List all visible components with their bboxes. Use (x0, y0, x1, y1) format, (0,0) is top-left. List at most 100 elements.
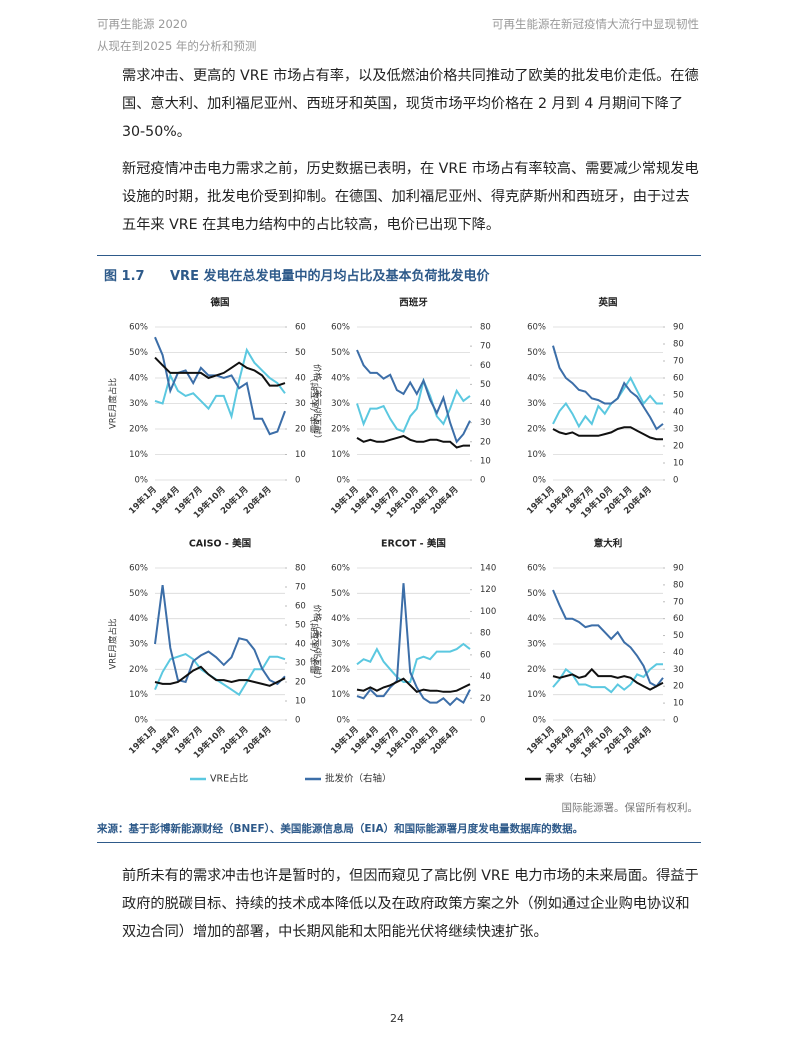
y2-tick-label: 10 (480, 456, 491, 466)
y2-tick-label: 40 (295, 374, 306, 384)
y2-tick-label: 70 (673, 357, 684, 367)
y2-tick-label: 10 (295, 450, 306, 460)
y-tick-label: 60% (129, 323, 148, 333)
y-tick-label: 20% (129, 665, 148, 675)
y-axis-label: VRE月度占比 (108, 618, 119, 669)
y2-tick-label: 50 (295, 348, 306, 358)
y-tick-label: 10% (331, 450, 350, 460)
y2-tick-label: 80 (673, 340, 684, 350)
series-line (154, 356, 286, 387)
paragraph: 新冠疫情冲击电力需求之前，历史数据已表明，在 VRE 市场占有率较高、需要减少常… (122, 161, 699, 233)
y-tick-label: 20% (527, 665, 546, 675)
series-line (356, 677, 471, 693)
y2-tick-label: 0 (673, 716, 678, 726)
header-right: 可再生能源在新冠疫情大流行中显现韧性 (492, 17, 699, 31)
figure-rule (97, 842, 701, 843)
y-tick-label: 50% (331, 348, 350, 358)
y-tick-label: 20% (129, 425, 148, 435)
y2-tick-label: 70 (673, 597, 684, 607)
y-tick-label: 40% (331, 614, 350, 624)
paragraph: 需求冲击、更高的 VRE 市场占有率，以及低燃油价格共同推动了欧美的批发电价走低… (122, 68, 699, 140)
y2-tick-label: 40 (295, 640, 306, 650)
y2-tick-label: 30 (673, 425, 684, 435)
legend-label: 批发价（右轴） (325, 773, 392, 785)
y2-tick-label: 70 (480, 342, 491, 352)
y2-tick-label: 0 (295, 476, 300, 486)
y2-tick-label: 0 (295, 716, 300, 726)
series-line (356, 583, 471, 707)
y2-tick-label: 0 (480, 476, 485, 486)
y-tick-label: 50% (129, 589, 148, 599)
y-tick-label: 30% (129, 399, 148, 409)
series-line (552, 375, 663, 429)
y2-tick-label: 50 (673, 391, 684, 401)
y2-tick-label: 60 (673, 614, 684, 624)
chart-title: 意大利 (594, 538, 623, 550)
y-tick-label: 10% (129, 690, 148, 700)
figure-rule (97, 255, 701, 256)
series-line (154, 584, 286, 686)
y-tick-label: 50% (331, 589, 350, 599)
y2-tick-label: 10 (673, 699, 684, 709)
y2-tick-label: 30 (480, 418, 491, 428)
y-tick-label: 0% (135, 716, 149, 726)
y2-tick-label: 20 (295, 678, 306, 688)
y-tick-label: 40% (129, 614, 148, 624)
y-tick-label: 0% (533, 716, 547, 726)
copyright: 国际能源署。保留所有权利。 (561, 802, 699, 814)
y-axis-label: VRE月度占比 (108, 378, 119, 429)
legend-label: 需求（右轴） (545, 773, 602, 785)
y2-axis-label: 价格（美元/兆瓦时） (312, 364, 323, 443)
y-tick-label: 60% (331, 564, 350, 574)
series-line (154, 347, 286, 420)
y2-tick-label: 0 (480, 716, 485, 726)
chart-title: 英国 (598, 297, 617, 309)
y2-tick-label: 80 (673, 580, 684, 590)
series-line (552, 589, 664, 688)
y2-tick-label: 140 (480, 564, 496, 574)
y-tick-label: 30% (331, 640, 350, 650)
y2-tick-label: 80 (295, 564, 306, 574)
series-line (552, 426, 663, 441)
series-line (154, 336, 286, 436)
y2-tick-label: 10 (673, 459, 684, 469)
y-tick-label: 50% (129, 348, 148, 358)
y2-tick-label: 40 (480, 672, 491, 682)
series-line (356, 434, 470, 449)
y-tick-label: 0% (135, 476, 149, 486)
y-tick-label: 60% (527, 323, 546, 333)
y2-tick-label: 20 (673, 682, 684, 692)
y2-tick-label: 70 (295, 583, 306, 593)
chart-title: 西班牙 (399, 297, 428, 309)
y2-tick-label: 40 (480, 399, 491, 409)
y-tick-label: 60% (331, 323, 350, 333)
y2-tick-label: 0 (673, 476, 678, 486)
y-tick-label: 10% (527, 450, 546, 460)
y-tick-label: 30% (527, 640, 546, 650)
chart-title: CAISO - 美国 (189, 538, 251, 550)
header-subtitle: 从现在到2025 年的分析和预测 (97, 39, 257, 53)
y2-tick-label: 50 (295, 621, 306, 631)
legend-label: VRE占比 (210, 773, 248, 785)
y2-tick-label: 20 (480, 437, 491, 447)
y2-tick-label: 60 (295, 323, 306, 333)
y2-tick-label: 60 (480, 361, 491, 371)
y-tick-label: 40% (129, 374, 148, 384)
y2-tick-label: 40 (673, 408, 684, 418)
series-line (154, 652, 286, 697)
y-tick-label: 20% (527, 425, 546, 435)
y-tick-label: 0% (337, 716, 351, 726)
figure-title: VRE 发电在总发电量中的月均占比及基本负荷批发电价 (170, 269, 490, 284)
figure-source: 来源：基于彭博新能源财经（BNEF）、美国能源信息局（EIA）和国际能源署月度发… (97, 823, 584, 835)
y-axis-label: 需求（太瓦时） (310, 374, 321, 434)
y-tick-label: 40% (527, 614, 546, 624)
y2-tick-label: 120 (480, 585, 496, 595)
series-line (356, 642, 471, 683)
series-line (552, 663, 663, 694)
y-tick-label: 60% (527, 564, 546, 574)
chart-title: ERCOT - 美国 (381, 538, 446, 550)
y-tick-label: 30% (527, 399, 546, 409)
series-line (552, 667, 664, 691)
series-line (552, 345, 664, 431)
